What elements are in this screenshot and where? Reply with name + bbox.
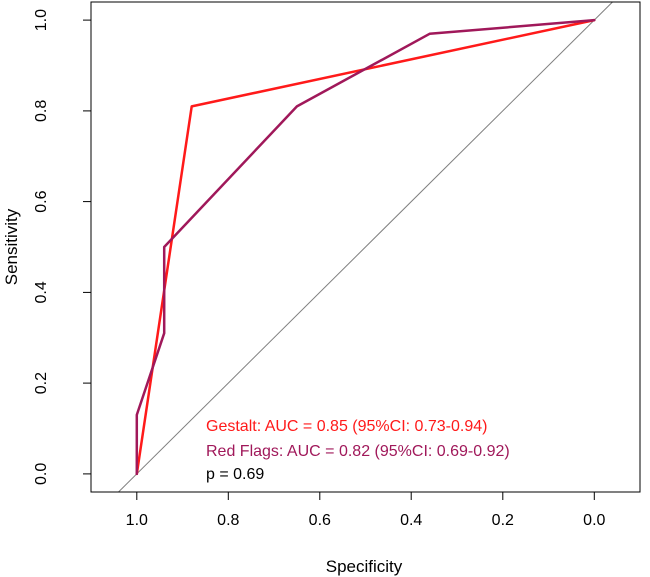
legend: Gestalt: AUC = 0.85 (95%CI: 0.73-0.94) R…	[206, 418, 510, 483]
y-axis-title: Sensitivity	[2, 208, 21, 285]
y-tick-label: 0.4	[33, 281, 50, 303]
series-layer	[135, 18, 596, 476]
roc-curve-red-flags	[135, 18, 596, 476]
y-tick-label: 0.6	[33, 190, 50, 212]
y-tick-label: 1.0	[33, 9, 50, 31]
y-tick-label: 0.0	[33, 463, 50, 485]
x-tick-label: 1.0	[126, 512, 148, 529]
x-tick-label: 0.8	[217, 512, 239, 529]
reference-layer	[118, 1, 613, 493]
x-tick-label: 0.4	[400, 512, 422, 529]
x-axis-title: Specificity	[326, 557, 403, 576]
legend-p-value-text: p = 0.69	[206, 466, 264, 483]
x-tick-label: 0.0	[583, 512, 605, 529]
roc-curve-gestalt	[135, 18, 596, 476]
legend-red-flags-text: Red Flags: AUC = 0.82 (95%CI: 0.69-0.92)	[206, 443, 510, 460]
x-tick-label: 0.6	[309, 512, 331, 529]
legend-gestalt-text: Gestalt: AUC = 0.85 (95%CI: 0.73-0.94)	[206, 418, 487, 435]
x-tick-label: 0.2	[492, 512, 514, 529]
y-tick-label: 0.8	[33, 100, 50, 122]
chance-diagonal-line	[118, 1, 613, 493]
axes-layer: 1.0 0.8 0.6 0.4 0.2 0.0 0.0 0.2 0.4 0.6 0.8 1.0	[33, 1, 641, 529]
y-tick-label: 0.2	[33, 372, 50, 394]
